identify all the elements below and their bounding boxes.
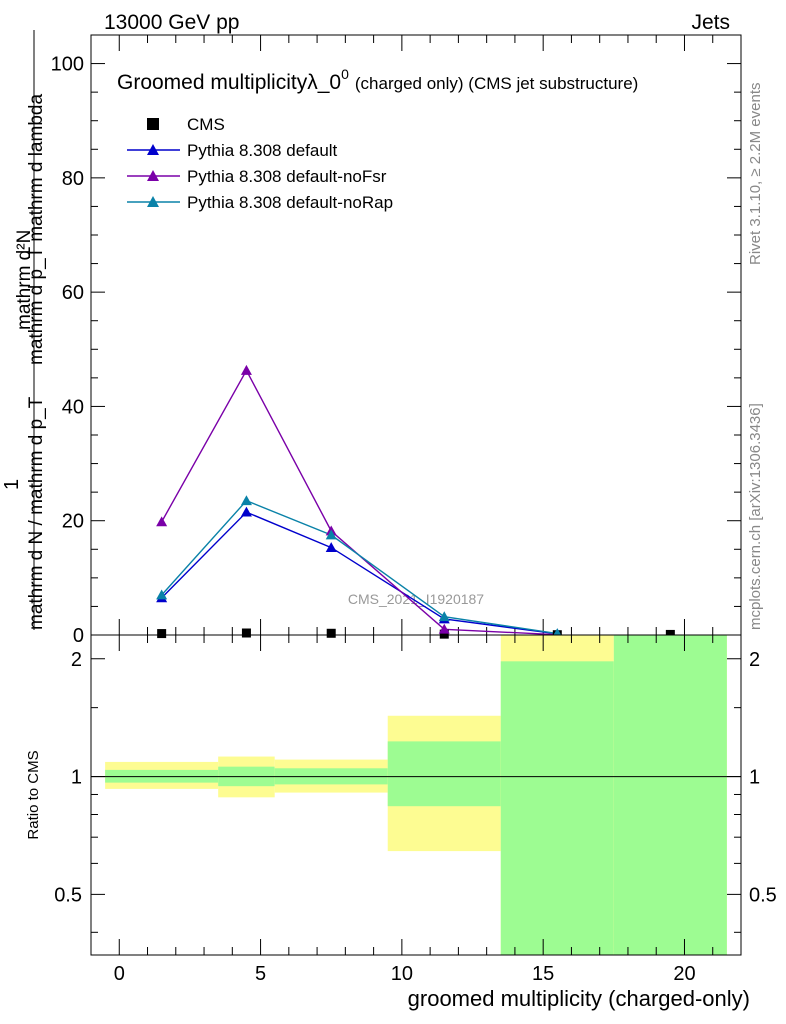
cms-data-point	[439, 629, 449, 639]
x-tick-label: 5	[255, 963, 266, 985]
ratio-stat-band	[387, 741, 501, 807]
legend-entry-label: Pythia 8.308 default	[187, 141, 338, 160]
ratio-y-label: Ratio to CMS	[25, 750, 42, 839]
main-y-tick-label: 80	[62, 168, 84, 190]
series-point	[325, 529, 337, 540]
cms-data-point	[241, 628, 251, 638]
series-point	[240, 506, 252, 517]
header-energy: 13000 GeV pp	[104, 11, 239, 34]
ratio-y-tick-label-right: 0.5	[749, 884, 777, 906]
main-y-tick-label: 0	[73, 625, 84, 647]
cms-data-point	[665, 629, 675, 639]
series-line	[161, 499, 558, 635]
ratio-stat-band	[613, 635, 727, 955]
series-point	[438, 623, 450, 634]
series-point	[240, 495, 252, 506]
x-tick-label: 20	[673, 963, 695, 985]
y-label-numerator: mathrm d²N	[14, 230, 35, 330]
main-y-label: mathrm d N / mathrm d p_T 1 mathrm d²N m…	[1, 30, 47, 630]
legend-marker-cms	[147, 118, 159, 130]
main-y-tick-label: 60	[62, 282, 84, 304]
legend-entry-label: Pythia 8.308 default-noFsr	[187, 167, 387, 186]
legend-marker	[147, 170, 159, 181]
x-tick-label: 15	[532, 963, 554, 985]
ratio-y-tick-label: 0.5	[54, 884, 82, 906]
y-label-pre: mathrm d N / mathrm d p_T	[26, 396, 47, 630]
ratio-y-tick-label-right: 2	[749, 649, 760, 671]
legend-entry-label: CMS	[187, 115, 225, 134]
series-line	[161, 511, 558, 635]
x-axis-label: groomed multiplicity (charged-only)	[408, 986, 750, 1011]
legend-marker	[147, 144, 159, 155]
legend-entry-label: Pythia 8.308 default-noRap	[187, 193, 393, 212]
series-point	[438, 611, 450, 622]
ratio-bands	[105, 635, 727, 955]
cms-data-point	[157, 629, 167, 639]
series-point	[156, 589, 168, 600]
main-x-ticks	[90, 35, 742, 635]
legend: CMS Pythia 8.308 default Pythia 8.308 defa…	[127, 115, 393, 212]
plot-title-main: Groomed multiplicityλ_0	[117, 71, 341, 94]
cms-data-point	[326, 628, 336, 638]
main-y-tick-label: 20	[62, 511, 84, 533]
main-y-axis: 0 20 40 60 80 100	[51, 54, 741, 647]
ratio-y-tick-label-right: 1	[749, 767, 760, 789]
y-label-one: 1	[1, 479, 23, 490]
rivet-label: Rivet 3.1.10, ≥ 2.2M events	[747, 83, 764, 266]
x-tick-label: 10	[391, 963, 413, 985]
plot-title-sup: 0	[341, 66, 349, 82]
ratio-x-axis: 0 5 10 15 20	[90, 635, 742, 985]
ratio-y-tick-label: 2	[71, 649, 82, 671]
legend-marker	[147, 196, 159, 207]
series-point	[325, 542, 337, 552]
main-y-tick-label: 100	[51, 54, 84, 76]
plot-title: Groomed multiplicityλ_00 (charged only) (…	[117, 66, 638, 94]
plot-title-suffix: (charged only) (CMS jet substructure)	[355, 74, 638, 93]
series-point	[240, 364, 252, 375]
header-process: Jets	[691, 11, 730, 34]
ratio-stat-band	[500, 661, 614, 955]
ratio-frame	[90, 634, 742, 956]
main-y-tick-label: 40	[62, 396, 84, 418]
main-series	[156, 364, 675, 640]
analysis-watermark: CMS_2021_I1920187	[348, 591, 484, 607]
x-tick-label: 0	[114, 963, 125, 985]
series-point	[156, 516, 168, 527]
ratio-y-tick-label: 1	[71, 767, 82, 789]
y-label-denominator: mathrm d p_T mathrm d lambda	[26, 94, 47, 365]
ratio-y-axis: 0.5 0.5 1 1 2 2	[54, 649, 777, 933]
mcplots-label: mcplots.cern.ch [arXiv:1306.3436]	[747, 403, 764, 630]
